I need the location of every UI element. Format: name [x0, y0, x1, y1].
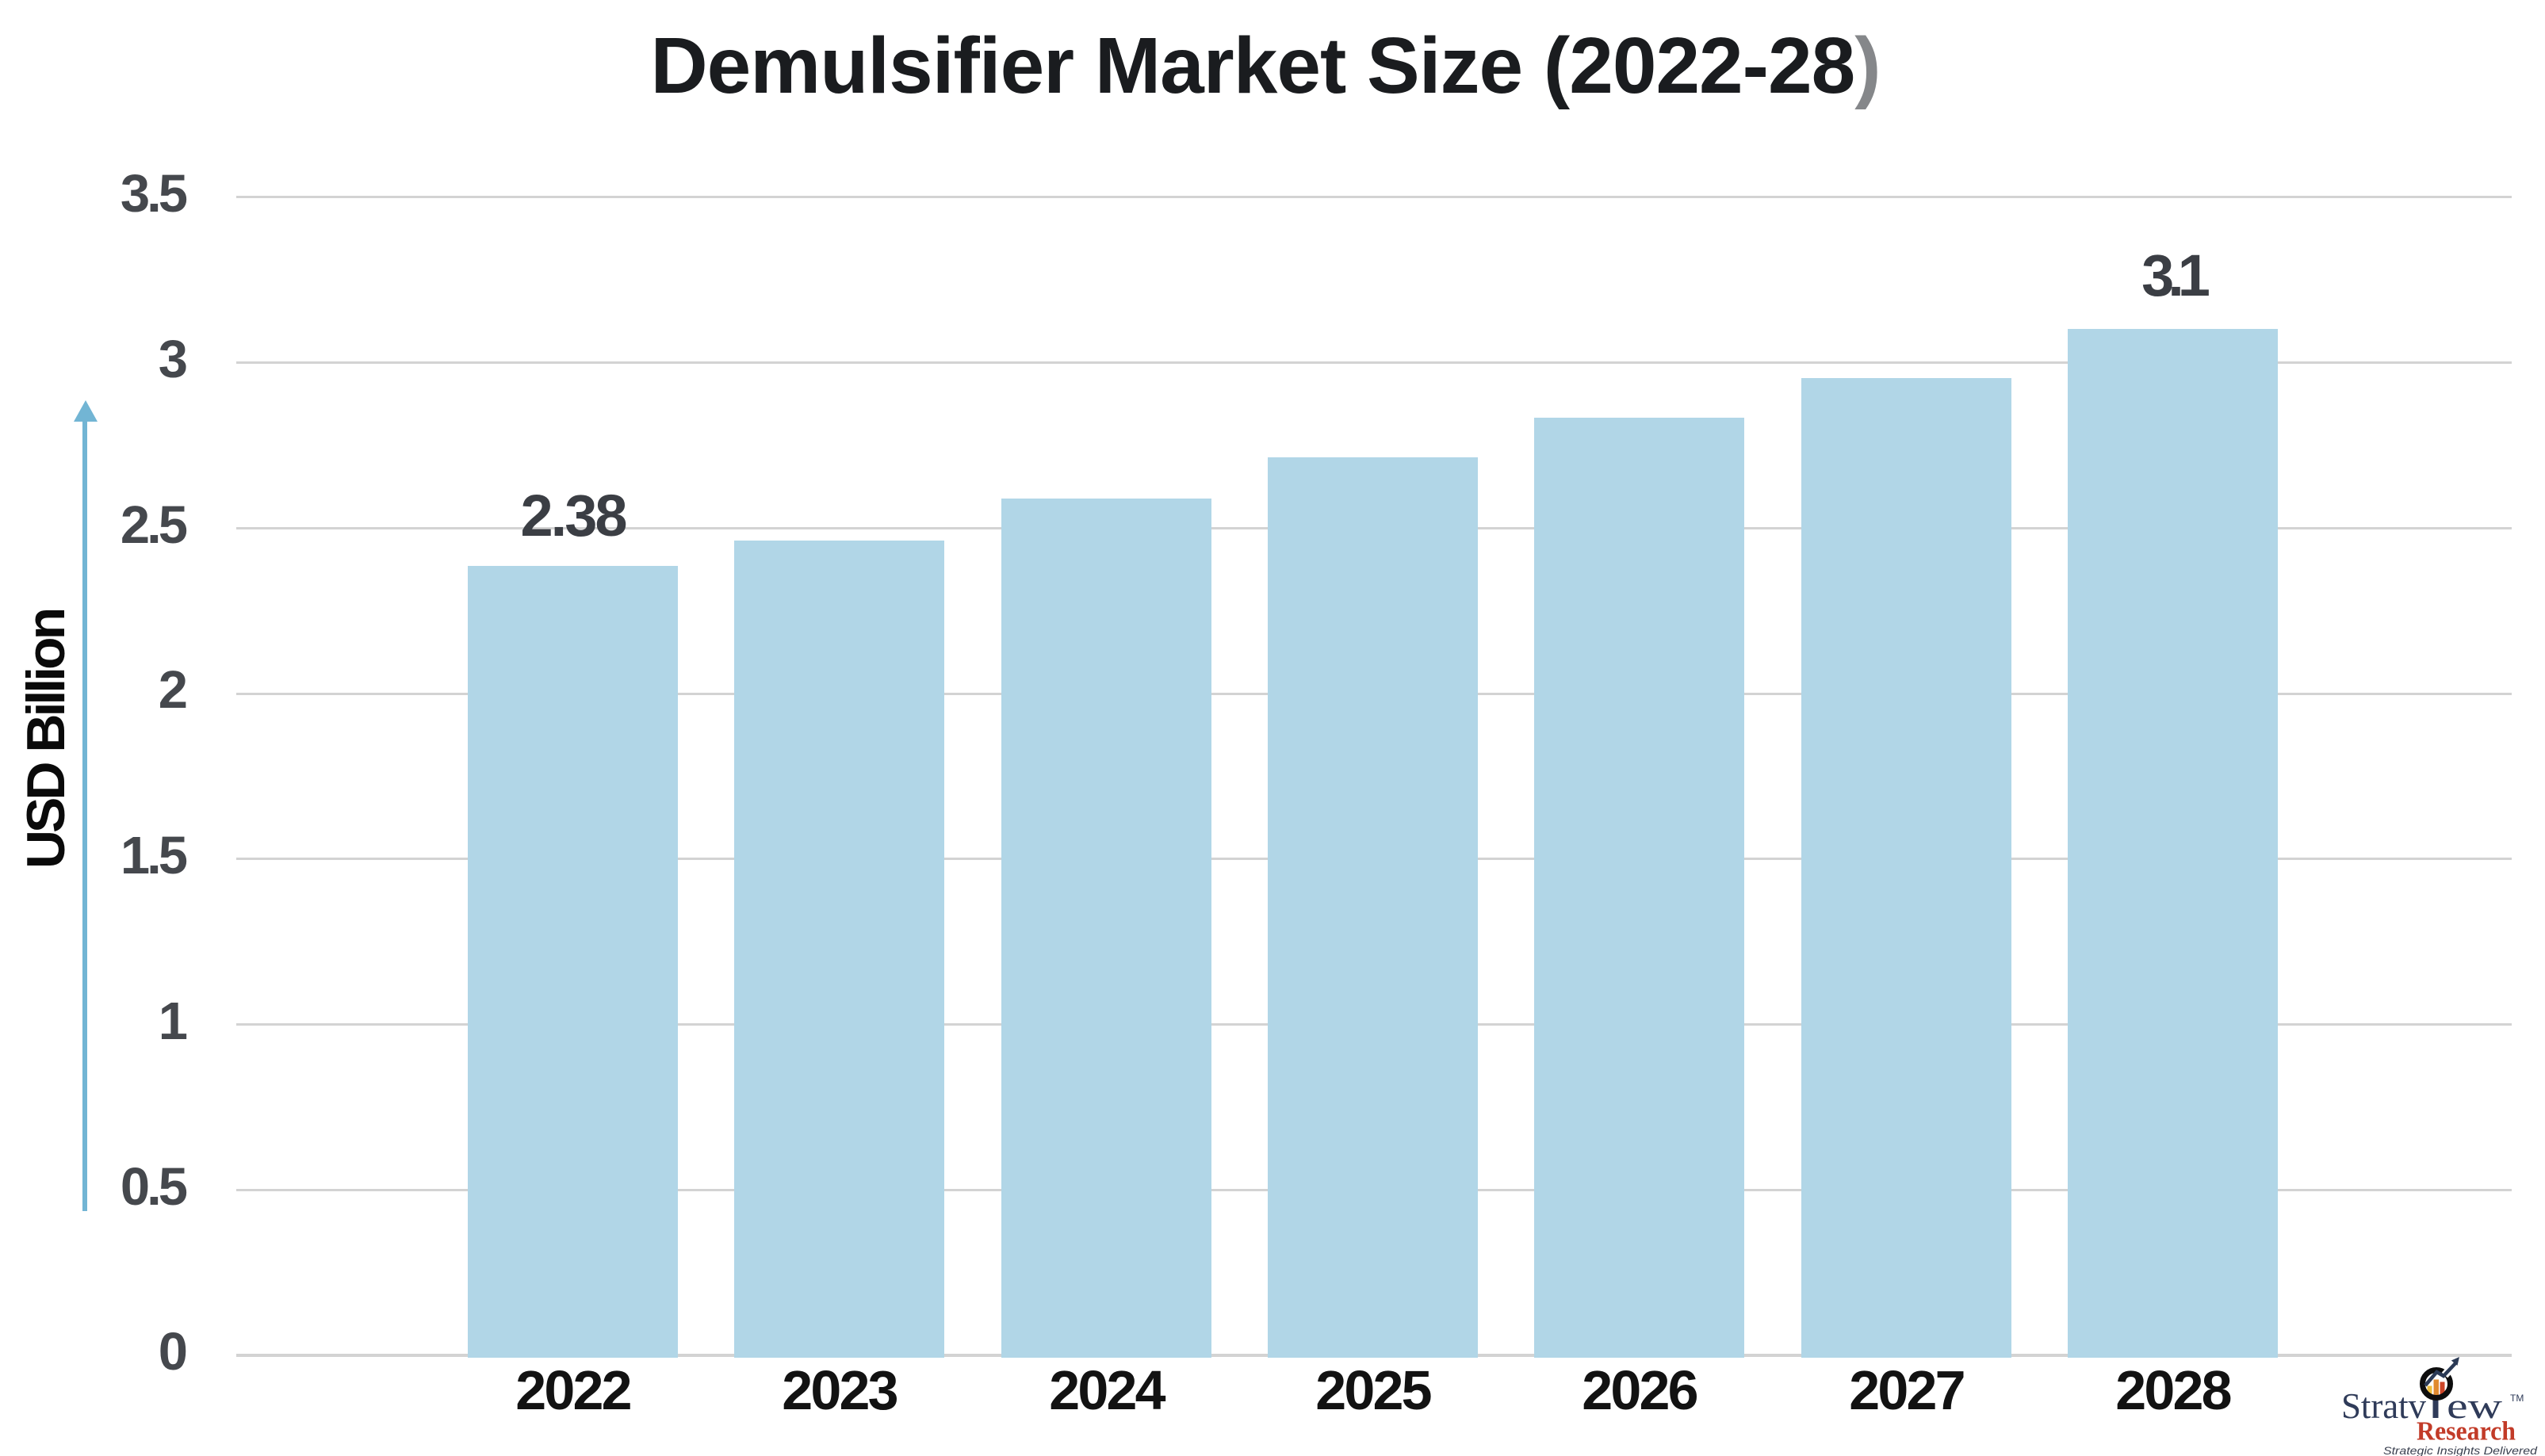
svg-text:Research: Research	[2417, 1417, 2516, 1446]
svg-text:ew: ew	[2447, 1386, 2503, 1426]
svg-text:Strategic Insights Delivered: Strategic Insights Delivered	[2383, 1445, 2538, 1456]
svg-text:Stratv: Stratv	[2341, 1386, 2427, 1426]
svg-text:TM: TM	[2510, 1393, 2524, 1404]
